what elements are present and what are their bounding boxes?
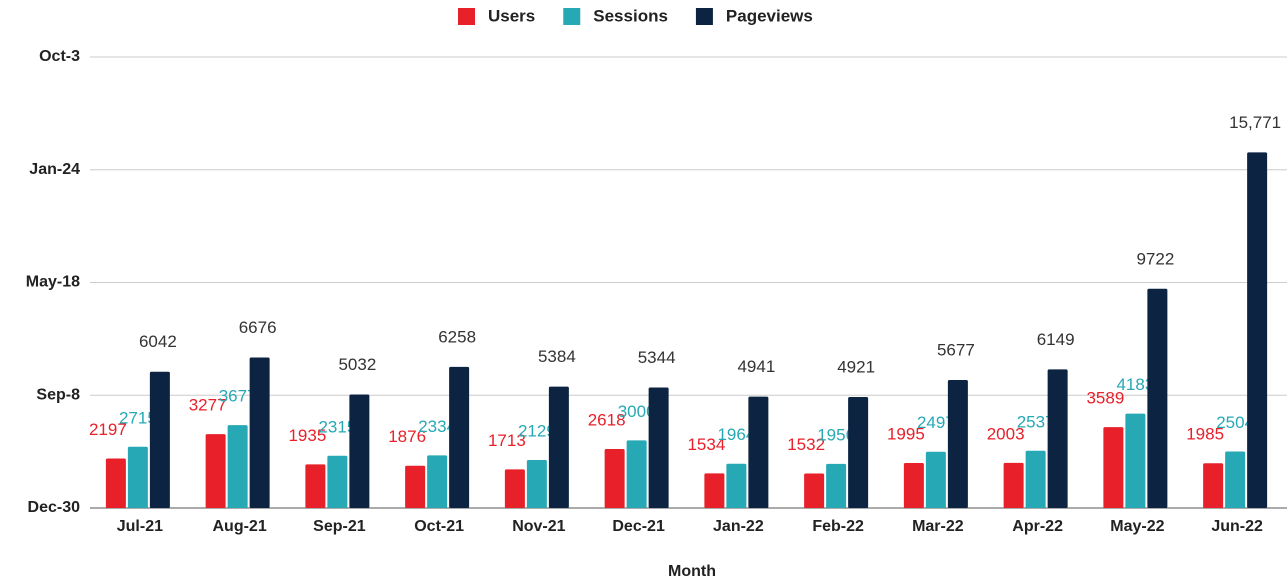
bar (449, 366, 470, 508)
data-label: 3277 (189, 396, 227, 415)
legend-label: Pageviews (726, 6, 813, 25)
bar (925, 451, 946, 508)
bar (127, 446, 148, 508)
x-tick-label: Oct-21 (414, 518, 464, 535)
data-label: 2618 (588, 410, 626, 429)
data-label: 2715 (119, 408, 157, 427)
bar (726, 463, 747, 508)
data-label: 1876 (388, 427, 426, 446)
x-axis-title: Month (668, 563, 716, 580)
data-label: 6042 (139, 332, 177, 351)
legend-label: Sessions (593, 6, 668, 25)
y-tick-label: Oct-3 (39, 48, 80, 65)
x-tick-label: Jan-22 (713, 518, 764, 535)
x-tick-label: Nov-21 (512, 518, 565, 535)
bar (526, 459, 547, 508)
y-tick-label: May-18 (26, 274, 80, 291)
data-label: 2537 (1017, 412, 1055, 431)
bar (704, 473, 725, 508)
x-tick-label: Apr-22 (1012, 518, 1063, 535)
y-tick-label: Jan-24 (29, 161, 80, 178)
bar (804, 473, 825, 508)
bar (249, 357, 270, 508)
bar (405, 465, 426, 508)
bar (205, 434, 226, 508)
bar (748, 396, 769, 508)
bar (504, 469, 525, 508)
bar (427, 455, 448, 508)
legend-swatch (695, 8, 713, 25)
legend-swatch (563, 8, 581, 25)
data-label: 3589 (1086, 389, 1124, 408)
x-tick-label: Sep-21 (313, 518, 366, 535)
data-label: 1534 (687, 435, 725, 454)
bar (1103, 427, 1124, 508)
y-tick-label: Dec-30 (28, 499, 81, 516)
bar (227, 425, 248, 508)
data-label: 1935 (288, 426, 326, 445)
bar (1025, 450, 1046, 508)
data-label: 1532 (787, 435, 825, 454)
data-label: 5384 (538, 347, 576, 366)
data-label: 1995 (887, 424, 925, 443)
data-label: 6149 (1037, 330, 1075, 349)
data-label: 2003 (987, 424, 1025, 443)
data-label: 4921 (837, 358, 875, 377)
data-label: 1964 (717, 425, 755, 444)
data-label: 5344 (638, 348, 676, 367)
data-label: 9722 (1136, 249, 1174, 268)
data-label: 2497 (917, 413, 955, 432)
bar (105, 458, 126, 508)
bar (1003, 462, 1024, 508)
data-label: 1985 (1186, 425, 1224, 444)
bar (1247, 152, 1268, 508)
bar (349, 394, 370, 508)
x-tick-label: Dec-21 (612, 518, 665, 535)
data-label: 1956 (817, 425, 855, 444)
bar (826, 463, 847, 508)
data-label: 5677 (937, 340, 975, 359)
bar (848, 397, 869, 508)
data-label: 1713 (488, 431, 526, 450)
bar (1147, 288, 1168, 508)
bar (305, 464, 326, 508)
legend-label: Users (488, 6, 535, 25)
data-label: 2197 (89, 420, 127, 439)
x-tick-label: Feb-22 (812, 518, 864, 535)
bar (548, 386, 569, 508)
bar (1047, 369, 1068, 508)
data-label: 4941 (737, 357, 775, 376)
data-label: 6258 (438, 327, 476, 346)
bar (1125, 413, 1146, 508)
bar (1225, 451, 1246, 508)
bar (648, 387, 669, 508)
data-label: 3677 (219, 387, 257, 406)
bar (149, 371, 170, 508)
data-label: 2315 (318, 417, 356, 436)
x-tick-label: Jul-21 (117, 518, 163, 535)
data-label: 4183 (1116, 375, 1154, 394)
bar (604, 448, 625, 508)
x-tick-label: Aug-21 (213, 518, 267, 535)
data-label: 2334 (418, 417, 456, 436)
bar (327, 455, 348, 508)
data-label: 15,771 (1229, 113, 1281, 132)
x-tick-label: May-22 (1110, 518, 1164, 535)
x-tick-label: Mar-22 (912, 518, 964, 535)
y-tick-label: Sep-8 (36, 386, 80, 403)
data-label: 6676 (239, 318, 277, 337)
bar (947, 379, 968, 508)
bar (903, 463, 924, 508)
data-label: 3000 (618, 402, 656, 421)
bar (1203, 463, 1224, 508)
data-label: 5032 (338, 355, 376, 374)
x-tick-label: Jun-22 (1211, 518, 1263, 535)
data-label: 2504 (1216, 413, 1254, 432)
bar (626, 440, 647, 508)
data-label: 2129 (518, 421, 556, 440)
legend-swatch (458, 8, 475, 25)
